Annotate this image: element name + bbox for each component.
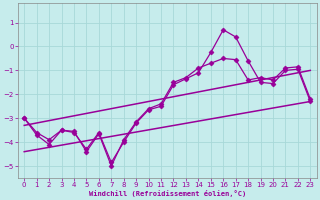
X-axis label: Windchill (Refroidissement éolien,°C): Windchill (Refroidissement éolien,°C) bbox=[89, 190, 246, 197]
